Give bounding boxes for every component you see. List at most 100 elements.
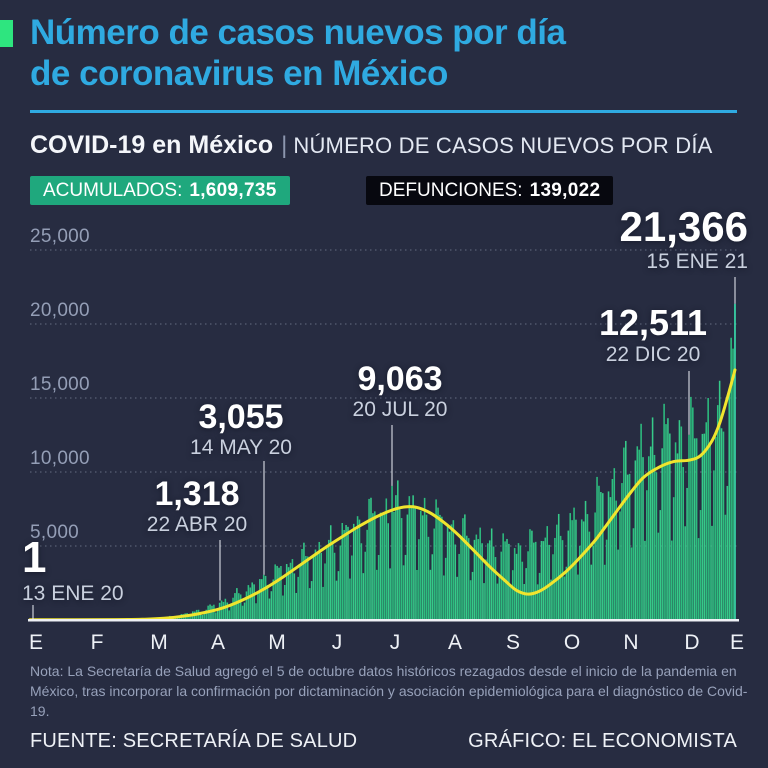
chart-bar: [400, 518, 403, 620]
chart-bar: [420, 510, 422, 620]
chart-bar: [412, 495, 414, 620]
chart-bar: [563, 576, 566, 620]
chart-bar: [431, 554, 434, 620]
chart-bar: [711, 525, 713, 620]
chart-bar: [406, 514, 409, 620]
chart-bar: [441, 516, 443, 620]
chart-bar: [682, 467, 685, 620]
chart-bar: [454, 544, 457, 620]
x-axis-month-label: O: [563, 631, 581, 654]
chart-bar: [667, 418, 669, 620]
chart-bar: [241, 605, 244, 620]
chart-bar: [529, 529, 531, 620]
chart-bar: [626, 474, 629, 620]
chart-bar: [230, 603, 232, 620]
chart-bar: [515, 553, 518, 620]
chart-bar: [533, 542, 535, 620]
footnote-line2: México, tras incorporar la confirmación …: [30, 683, 748, 719]
chart-bar: [352, 523, 355, 620]
chart-bar: [630, 547, 633, 620]
annotation-value: 3,055: [198, 398, 284, 436]
chart-bar: [395, 495, 397, 620]
chart-bar: [404, 554, 407, 620]
chart-bar: [268, 598, 271, 620]
chart-bar: [397, 480, 399, 620]
chart-bar: [502, 533, 504, 620]
chart-bar: [306, 556, 309, 620]
data-annotation: 12,511 22 DIC 20: [599, 304, 707, 366]
chart-bar: [216, 609, 219, 620]
chart-bar: [383, 512, 386, 620]
annotation-date: 14 MAY 20: [190, 435, 292, 459]
chart-bar: [391, 485, 393, 620]
chart-bar: [511, 570, 514, 620]
chart-bar: [632, 528, 635, 620]
chart-bar: [257, 591, 259, 620]
chart-bar: [722, 431, 725, 620]
chart-bar: [642, 457, 644, 620]
chart-bar: [220, 600, 223, 620]
chart-bar: [674, 442, 677, 620]
chart-bar: [351, 555, 353, 620]
chart-bar: [245, 591, 248, 620]
x-axis-month-label: E: [28, 631, 43, 654]
data-annotation: 9,063 20 JUL 20: [353, 362, 448, 421]
chart-bar: [730, 337, 732, 620]
chart-bar: [603, 564, 606, 620]
chart-bar: [488, 540, 491, 620]
chart-bar: [452, 520, 455, 620]
chart-bar: [226, 602, 229, 620]
chart-bar: [647, 456, 650, 620]
chart-bar: [329, 525, 332, 620]
chart-bar: [199, 611, 202, 620]
chart-bar: [289, 562, 292, 620]
chart-bar: [496, 583, 499, 620]
chart-bar: [716, 405, 719, 620]
y-axis-tick-label: 15,000: [30, 374, 90, 395]
chart-bar: [473, 539, 476, 620]
data-annotation: 1,318 22 ABR 20: [147, 477, 247, 536]
chart-bar: [264, 575, 267, 620]
chart-bar: [475, 534, 478, 620]
chart-bar: [536, 584, 539, 620]
chart-bar: [464, 514, 466, 620]
chart-bar: [508, 543, 510, 620]
chart-bar: [326, 544, 328, 620]
chart-bar: [690, 396, 692, 620]
chart-bar: [602, 493, 604, 620]
chart-bar: [657, 532, 660, 620]
chart-bar: [238, 593, 240, 620]
page-title: Número de casos nuevos por día de corona…: [30, 12, 750, 94]
chart-bar: [218, 602, 221, 620]
chart-bar: [542, 541, 545, 620]
chart-bar: [429, 569, 432, 620]
chart-bar: [366, 529, 368, 620]
chart-bar: [239, 594, 242, 620]
chart-bar: [215, 612, 217, 620]
chart-bar: [385, 498, 388, 620]
accent-square: [0, 20, 13, 47]
chart-bar: [467, 538, 470, 620]
chart-bar: [439, 514, 441, 620]
chart-bar: [349, 578, 351, 620]
chart-bar: [720, 428, 723, 620]
chart-bar: [625, 440, 627, 620]
chart-bar: [460, 537, 462, 620]
chart-bar: [498, 575, 501, 620]
chart-bar: [372, 513, 374, 620]
chart-bar: [477, 539, 480, 620]
chart-bar: [408, 496, 411, 620]
y-axis-tick-label: 25,000: [30, 226, 90, 247]
chart-bar: [465, 535, 468, 620]
chart-bar: [368, 498, 370, 620]
chart-bar: [510, 587, 512, 620]
chart-bar: [272, 579, 275, 620]
chart-bar: [188, 616, 190, 620]
footnote: Nota: La Secretaría de Salud agregó el 5…: [30, 661, 754, 721]
chart-bar: [592, 545, 594, 620]
chart-bar: [437, 507, 439, 620]
x-axis-month-label: N: [623, 631, 639, 654]
chart-bar: [249, 587, 252, 620]
chart-bar: [416, 569, 418, 620]
x-axis-month-label: J: [389, 631, 401, 654]
